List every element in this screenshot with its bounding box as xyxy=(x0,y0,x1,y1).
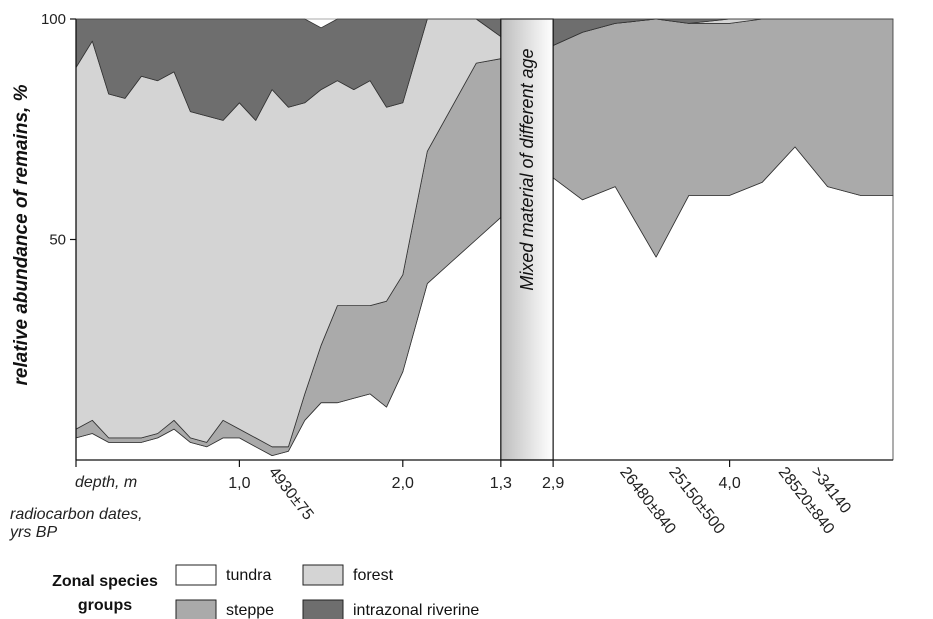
y-axis-label: relative abundance of remains, % xyxy=(11,84,32,385)
area-layers xyxy=(75,18,894,461)
x-tick-label-1-0: 1,0 xyxy=(228,475,250,492)
legend-swatch-forest xyxy=(302,564,344,586)
mixed-zone-label: Mixed material of different age xyxy=(517,48,537,290)
legend-label-intrazonal-riverine: intrazonal riverine xyxy=(353,602,479,619)
y-ticks: 50 100 xyxy=(41,11,76,249)
x-tick-label-2-9: 2,9 xyxy=(542,475,564,492)
x-axis-title: depth, m xyxy=(75,474,137,491)
dates-title-line2: yrs BP xyxy=(9,524,57,541)
x-tick-label-1-3: 1,3 xyxy=(490,475,512,492)
x-tick-label-4-0: 4,0 xyxy=(718,475,740,492)
mixed-material-zone: Mixed material of different age xyxy=(500,18,554,461)
x-ticks: 1,0 2,0 1,3 2,9 4,0 xyxy=(75,460,741,492)
y-tick-label-50: 50 xyxy=(49,232,66,249)
legend-title-line2: groups xyxy=(78,597,132,614)
legend-swatch-tundra xyxy=(175,564,217,586)
legend: Zonal species groups tundra forest steppe int… xyxy=(52,564,479,619)
radiocarbon-date-1: 4930±75 xyxy=(265,464,317,524)
legend-label-forest: forest xyxy=(353,567,394,584)
dates-title-line1: radiocarbon dates, xyxy=(10,506,143,523)
legend-swatch-intrazonal-riverine xyxy=(302,599,344,619)
legend-title-line1: Zonal species xyxy=(52,573,158,590)
y-tick-label-100: 100 xyxy=(41,11,66,28)
mixed-zone-band xyxy=(500,18,554,461)
legend-swatch-steppe xyxy=(175,599,217,619)
x-tick-label-2-0: 2,0 xyxy=(392,475,414,492)
legend-label-tundra: tundra xyxy=(226,567,271,584)
legend-label-steppe: steppe xyxy=(226,602,274,619)
